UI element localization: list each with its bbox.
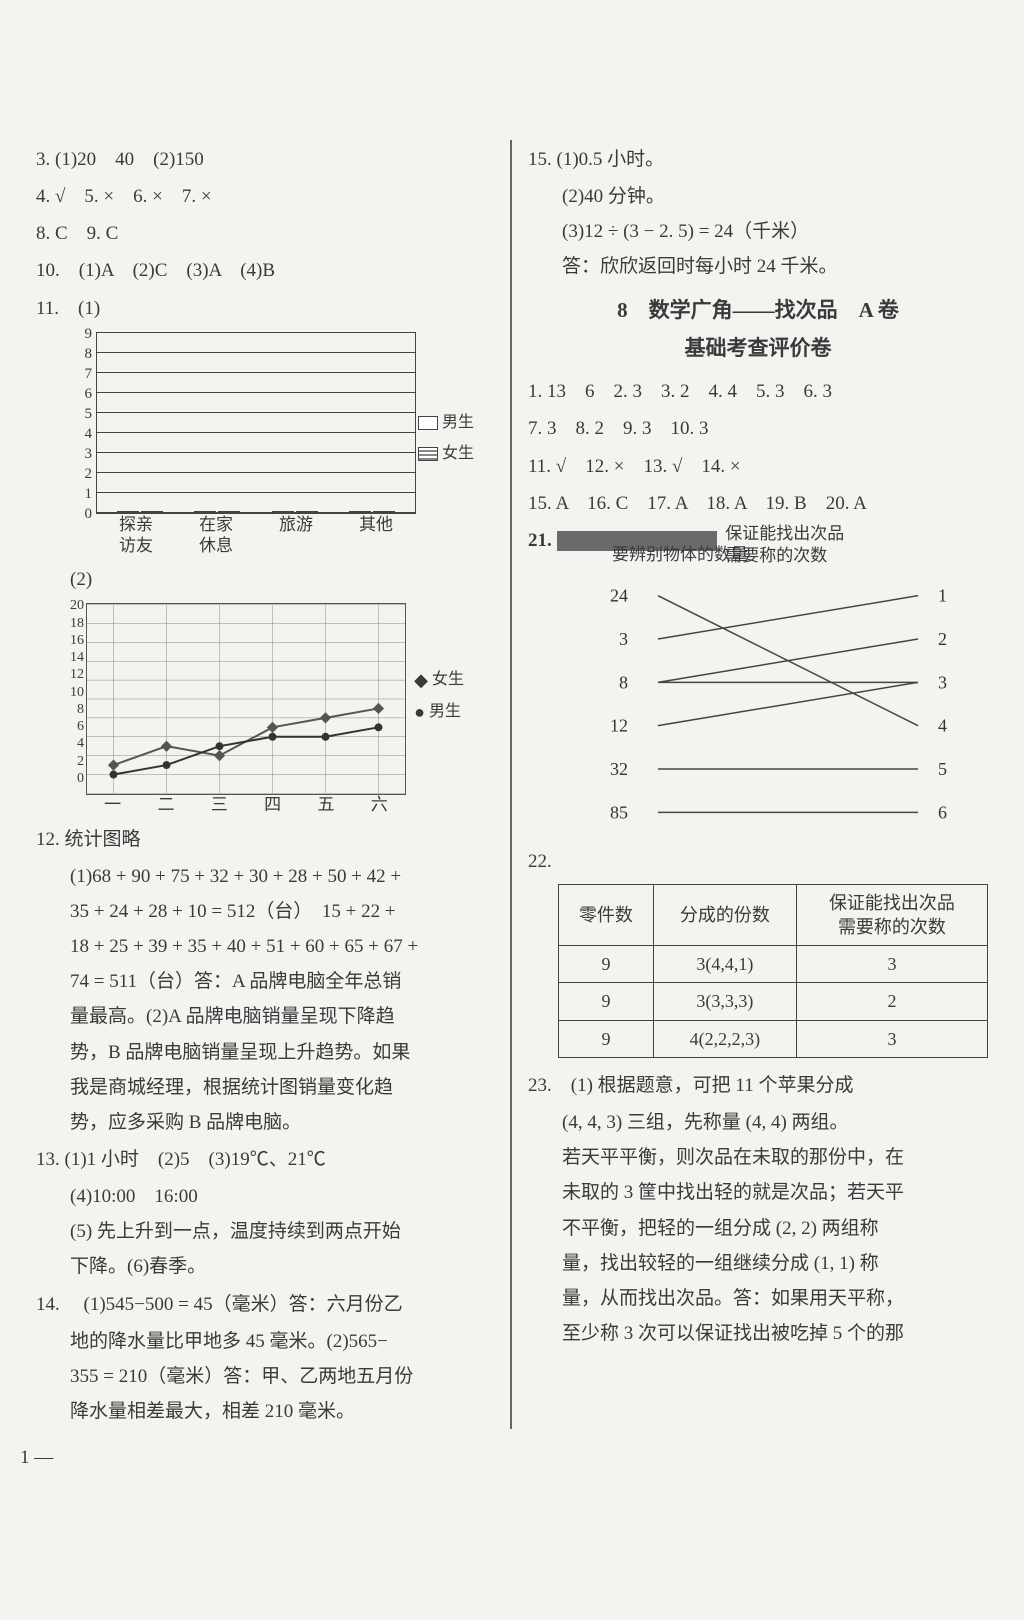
line-chart-plot <box>86 603 406 795</box>
legend-female: ◆女生 <box>414 665 464 695</box>
bar-chart-legend: 男生 女生 <box>418 406 474 471</box>
section-title-2: 基础考查评价卷 <box>528 329 988 368</box>
section-title-1: 8 数学广角——找次品 A 卷 <box>528 291 988 330</box>
columns: 3. (1)20 40 (2)150 4. √ 5. × 6. × 7. × 8… <box>20 140 1004 1429</box>
page-number: 1 — <box>20 1447 53 1469</box>
legend-male-label: 男生 <box>442 408 474 438</box>
table-body: 93(4,4,1)393(3,3,3)294(2,2,2,3)3 <box>559 946 988 1058</box>
q10: 10. (1)A (2)C (3)A (4)B <box>36 253 494 288</box>
legend-male: 男生 <box>418 408 474 438</box>
legend-female: 女生 <box>418 439 474 469</box>
q11-label: 11. (1) <box>36 291 494 326</box>
q8-9: 8. C 9. C <box>36 216 494 251</box>
svg-text:12: 12 <box>610 716 628 736</box>
line-chart-legend: ◆女生 ●男生 <box>414 663 464 728</box>
swatch-female-icon <box>418 447 438 461</box>
q15-2: (2)40 分钟。 <box>528 179 988 214</box>
marker-male-icon: ● <box>414 703 425 721</box>
column-left: 3. (1)20 40 (2)150 4. √ 5. × 6. × 7. × 8… <box>20 140 512 1429</box>
svg-text:2: 2 <box>938 629 947 649</box>
table-header-row: 零件数分成的份数保证能找出次品 需要称的次数 <box>559 884 988 946</box>
table-row: 94(2,2,2,3)3 <box>559 1020 988 1057</box>
q13-2: (4)10:00 16:00 <box>36 1179 494 1214</box>
q12-head: 12. 统计图略 <box>36 822 494 857</box>
bar-chart-xlabels: 探亲 访友在家 休息旅游其他 <box>96 514 416 557</box>
q23-5: 不平衡，把轻的一组分成 (2, 2) 两组称 <box>528 1211 988 1246</box>
matching-svg: 2438123285123456 <box>588 574 978 834</box>
q12-p5: 量最高。(2)A 品牌电脑销量呈现下降趋 <box>36 999 494 1034</box>
ans-row-1: 1. 13 6 2. 3 3. 2 4. 4 5. 3 6. 3 <box>528 374 988 409</box>
q23-8: 至少称 3 次可以保证找出被吃掉 5 个的那 <box>528 1316 988 1351</box>
svg-text:3: 3 <box>619 629 628 649</box>
q14-1: 14. (1)545−500 = 45（毫米）答：六月份乙 <box>36 1287 494 1322</box>
legend-male-label: 男生 <box>429 697 461 727</box>
table-row: 93(3,3,3)2 <box>559 983 988 1020</box>
legend-male: ●男生 <box>414 697 464 727</box>
q23-2: (4, 4, 3) 三组，先称量 (4, 4) 两组。 <box>528 1105 988 1140</box>
q12-p1: (1)68 + 90 + 75 + 32 + 30 + 28 + 50 + 42… <box>36 859 494 894</box>
line-chart-xlabels: 一二三四五六 <box>86 795 406 815</box>
svg-text:8: 8 <box>619 673 628 693</box>
table-row: 93(4,4,1)3 <box>559 946 988 983</box>
ans-row-3: 11. √ 12. × 13. √ 14. × <box>528 449 988 484</box>
q22-label: 22. <box>528 844 988 879</box>
svg-text:6: 6 <box>938 803 947 823</box>
q12-p8: 势，应多采购 B 品牌电脑。 <box>36 1105 494 1140</box>
q14-3: 355 = 210（毫米）答：甲、乙两地五月份 <box>36 1359 494 1394</box>
q13-1: 13. (1)1 小时 (2)5 (3)19℃、21℃ <box>36 1142 494 1177</box>
line-chart-yaxis: 20181614121086420 <box>62 597 84 787</box>
legend-female-label: 女生 <box>432 665 464 695</box>
bar-chart-plot <box>96 332 416 514</box>
page: 3. (1)20 40 (2)150 4. √ 5. × 6. × 7. × 8… <box>0 0 1024 1509</box>
q3: 3. (1)20 40 (2)150 <box>36 142 494 177</box>
q23-7: 量，从而找出次品。答：如果用天平称， <box>528 1281 988 1316</box>
q23-3: 若天平平衡，则次品在未取的那份中，在 <box>528 1140 988 1175</box>
q23-4: 未取的 3 筐中找出轻的就是次品；若天平 <box>528 1175 988 1210</box>
q12-p2: 35 + 24 + 28 + 10 = 512（台） 15 + 22 + <box>36 894 494 929</box>
q12-p7: 我是商城经理，根据统计图销量变化趋 <box>36 1070 494 1105</box>
svg-text:1: 1 <box>938 586 947 606</box>
q12-p4: 74 = 511（台）答：A 品牌电脑全年总销 <box>36 964 494 999</box>
q15-4: 答：欣欣返回时每小时 24 千米。 <box>528 249 988 284</box>
svg-text:85: 85 <box>610 803 628 823</box>
bar-chart: 9876543210 探亲 访友在家 休息旅游其他 男生 女生 <box>96 332 416 557</box>
q12-p3: 18 + 25 + 39 + 35 + 40 + 51 + 60 + 65 + … <box>36 929 494 964</box>
svg-text:24: 24 <box>610 586 628 606</box>
q4-7: 4. √ 5. × 6. × 7. × <box>36 179 494 214</box>
q15-3: (3)12 ÷ (3 − 2. 5) = 24（千米） <box>528 214 988 249</box>
q13-4: 下降。(6)春季。 <box>36 1249 494 1284</box>
ans-row-4: 15. A 16. C 17. A 18. A 19. B 20. A <box>528 486 988 521</box>
q11-2-label: (2) <box>70 562 494 597</box>
q23-1: 23. (1) 根据题意，可把 11 个苹果分成 <box>528 1068 988 1103</box>
bar-chart-yaxis: 9876543210 <box>74 324 92 524</box>
q13-3: (5) 先上升到一点，温度持续到两点开始 <box>36 1214 494 1249</box>
svg-text:4: 4 <box>938 716 947 736</box>
q14-4: 降水量相差最大，相差 210 毫米。 <box>36 1394 494 1429</box>
q23-6: 量，找出较轻的一组继续分成 (1, 1) 称 <box>528 1246 988 1281</box>
svg-text:5: 5 <box>938 759 947 779</box>
q14-2: 地的降水量比甲地多 45 毫米。(2)565− <box>36 1324 494 1359</box>
line-chart: 20181614121086420 一二三四五六 ◆女生 ●男生 <box>86 603 406 815</box>
q15-1: 15. (1)0.5 小时。 <box>528 142 988 177</box>
q21-num: 21. <box>528 530 552 551</box>
parts-table: 零件数分成的份数保证能找出次品 需要称的次数 93(4,4,1)393(3,3,… <box>558 884 988 1058</box>
svg-text:32: 32 <box>610 759 628 779</box>
marker-female-icon: ◆ <box>414 671 428 689</box>
ans-row-2: 7. 3 8. 2 9. 3 10. 3 <box>528 411 988 446</box>
column-right: 15. (1)0.5 小时。 (2)40 分钟。 (3)12 ÷ (3 − 2.… <box>512 140 1004 1429</box>
svg-text:3: 3 <box>938 673 947 693</box>
matching-diagram: 2438123285123456 <box>588 574 978 834</box>
swatch-male-icon <box>418 416 438 430</box>
q12-p6: 势，B 品牌电脑销量呈现上升趋势。如果 <box>36 1035 494 1070</box>
legend-female-label: 女生 <box>442 439 474 469</box>
